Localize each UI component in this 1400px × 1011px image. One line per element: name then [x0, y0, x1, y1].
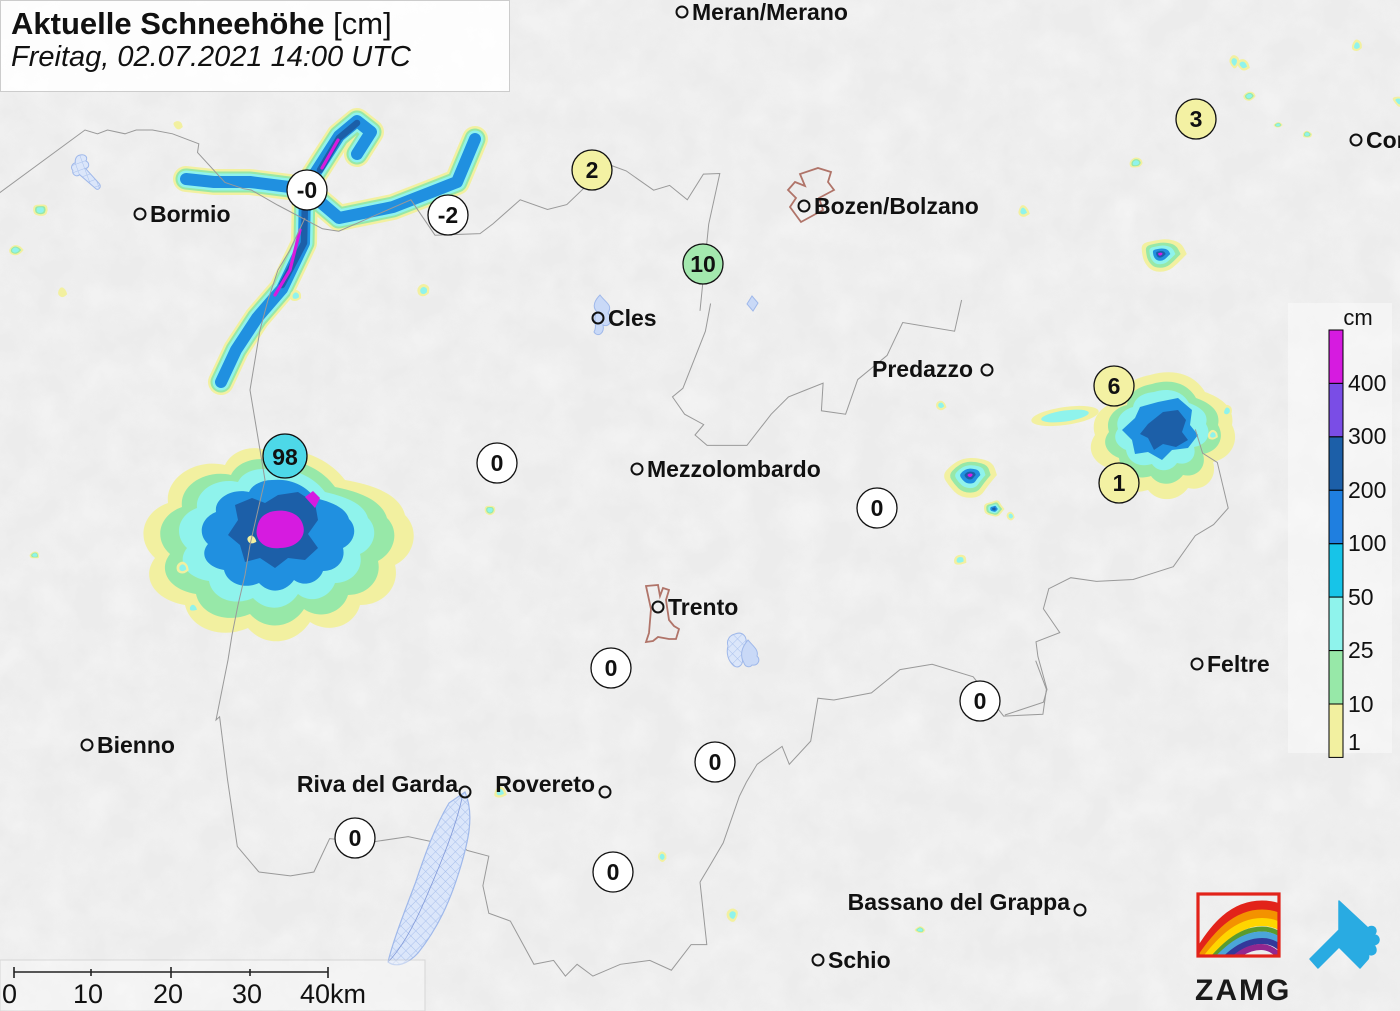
- svg-text:0: 0: [605, 655, 618, 681]
- svg-text:0: 0: [871, 495, 884, 521]
- svg-text:200: 200: [1348, 477, 1386, 503]
- svg-text:0: 0: [491, 450, 504, 476]
- svg-text:30: 30: [232, 979, 262, 1009]
- svg-text:Schio: Schio: [828, 947, 891, 973]
- svg-text:Cortina: Cortina: [1366, 127, 1400, 153]
- svg-text:50: 50: [1348, 584, 1374, 610]
- svg-text:0: 0: [709, 749, 722, 775]
- svg-text:2: 2: [586, 157, 599, 183]
- svg-text:3: 3: [1190, 106, 1203, 132]
- svg-text:10: 10: [1348, 691, 1374, 717]
- svg-text:40km: 40km: [300, 979, 366, 1009]
- svg-text:cm: cm: [1343, 305, 1372, 330]
- svg-text:1: 1: [1348, 729, 1361, 755]
- svg-text:Meran/Merano: Meran/Merano: [692, 0, 848, 25]
- svg-text:Rovereto: Rovereto: [495, 771, 595, 797]
- svg-text:Bassano del Grappa: Bassano del Grappa: [848, 889, 1071, 915]
- svg-text:20: 20: [153, 979, 183, 1009]
- svg-text:1: 1: [1113, 470, 1126, 496]
- svg-text:Bormio: Bormio: [150, 201, 231, 227]
- svg-text:10: 10: [690, 251, 716, 277]
- svg-text:Cles: Cles: [608, 305, 657, 331]
- svg-text:Bienno: Bienno: [97, 732, 175, 758]
- svg-text:-0: -0: [297, 177, 317, 203]
- svg-text:6: 6: [1108, 373, 1121, 399]
- svg-text:Riva del Garda: Riva del Garda: [297, 771, 458, 797]
- svg-text:100: 100: [1348, 530, 1386, 556]
- svg-text:0: 0: [974, 688, 987, 714]
- svg-text:25: 25: [1348, 637, 1374, 663]
- svg-text:0: 0: [349, 825, 362, 851]
- svg-text:Predazzo: Predazzo: [872, 356, 973, 382]
- svg-text:10: 10: [73, 979, 103, 1009]
- svg-text:300: 300: [1348, 423, 1386, 449]
- svg-text:Feltre: Feltre: [1207, 651, 1270, 677]
- svg-text:400: 400: [1348, 370, 1386, 396]
- svg-text:0: 0: [2, 979, 17, 1009]
- svg-text:98: 98: [272, 444, 298, 470]
- svg-text:-2: -2: [438, 202, 458, 228]
- svg-text:Trento: Trento: [668, 594, 738, 620]
- svg-text:ZAMG: ZAMG: [1195, 974, 1291, 1007]
- svg-text:Bozen/Bolzano: Bozen/Bolzano: [814, 193, 979, 219]
- svg-text:Mezzolombardo: Mezzolombardo: [647, 456, 821, 482]
- svg-text:0: 0: [607, 859, 620, 885]
